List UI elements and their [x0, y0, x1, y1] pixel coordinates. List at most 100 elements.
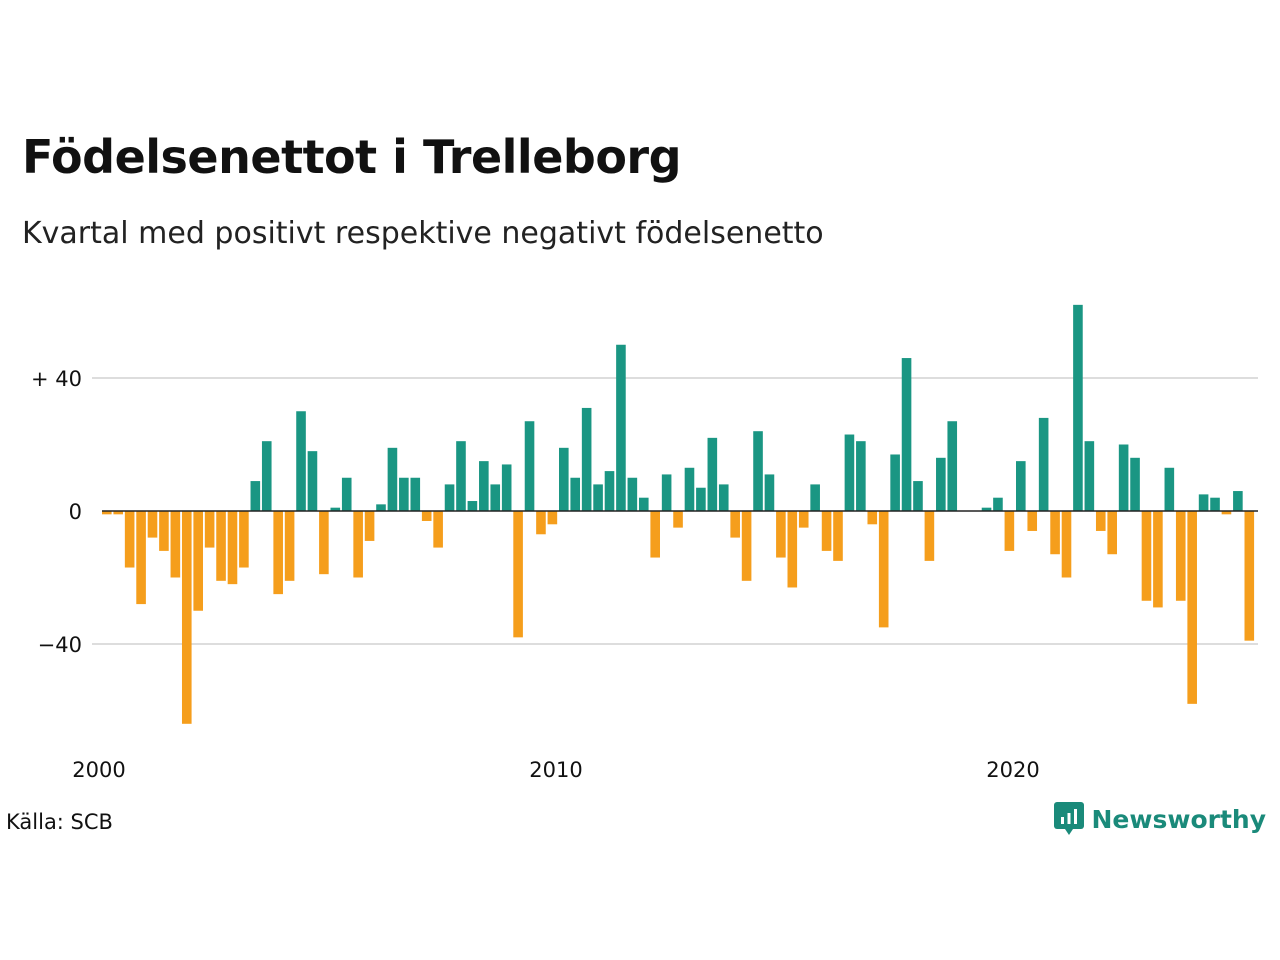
- bar-positive: [844, 434, 855, 511]
- bar-negative: [147, 511, 158, 538]
- bar-positive: [559, 447, 569, 511]
- bar-negative: [159, 511, 169, 551]
- bar-negative: [867, 511, 878, 525]
- bar-negative: [730, 511, 740, 538]
- bar-negative: [1175, 511, 1186, 601]
- bar-negative: [833, 511, 843, 561]
- bar-negative: [513, 511, 523, 638]
- bar-negative: [821, 511, 832, 551]
- bar-negative: [284, 511, 295, 581]
- bar-positive: [707, 437, 718, 511]
- y-tick-label: + 40: [31, 367, 82, 391]
- bar-positive: [718, 484, 729, 511]
- bar-positive: [684, 467, 695, 511]
- bar-positive: [593, 484, 603, 511]
- bar-negative: [1221, 511, 1232, 515]
- bar-positive: [947, 421, 958, 512]
- bar-positive: [376, 504, 386, 511]
- bar-positive: [1073, 304, 1083, 511]
- bar-positive: [399, 477, 409, 511]
- chart-title: Födelsenettot i Trelleborg: [22, 130, 682, 184]
- bar-negative: [1187, 511, 1197, 704]
- y-tick-label: −40: [38, 633, 82, 657]
- bar-positive: [341, 477, 352, 511]
- bar-positive: [1118, 444, 1129, 511]
- bar-negative: [433, 511, 443, 548]
- brand-name: Newsworthy: [1091, 804, 1267, 834]
- bar-negative: [1095, 511, 1106, 531]
- bar-negative: [787, 511, 798, 588]
- bar-negative: [1107, 511, 1117, 555]
- bar-negative: [1141, 511, 1152, 601]
- bar-negative: [193, 511, 203, 611]
- bar-positive: [387, 447, 398, 511]
- x-tick-label: 2010: [529, 758, 582, 782]
- y-tick-label: 0: [69, 500, 82, 524]
- bar-positive: [261, 441, 272, 512]
- bar-positive: [467, 501, 478, 511]
- bar-negative: [1004, 511, 1015, 551]
- bar-positive: [490, 484, 501, 511]
- bar-positive: [936, 457, 946, 511]
- bar-negative: [239, 511, 249, 568]
- bar-negative: [1050, 511, 1060, 555]
- bar-positive: [901, 358, 912, 511]
- bar-positive: [296, 411, 306, 511]
- bar-negative: [776, 511, 786, 558]
- bar-negative: [273, 511, 283, 595]
- bar-negative: [1027, 511, 1038, 531]
- bar-positive: [456, 441, 466, 512]
- bar-negative: [204, 511, 215, 548]
- bar-negative: [102, 511, 112, 515]
- x-tick-label: 2020: [986, 758, 1039, 782]
- bar-positive: [581, 407, 592, 512]
- bar-negative: [216, 511, 226, 581]
- bar-negative: [364, 511, 375, 541]
- bar-negative: [181, 511, 192, 724]
- bar-positive: [410, 477, 421, 511]
- bar-positive: [250, 481, 261, 511]
- bar-positive: [856, 441, 866, 512]
- bar-positive: [1038, 417, 1049, 511]
- bar-negative: [1061, 511, 1072, 578]
- bar-positive: [330, 507, 341, 512]
- bar-negative: [227, 511, 238, 585]
- bar-positive: [1016, 461, 1026, 512]
- bar-positive: [1198, 494, 1209, 512]
- bar-positive: [890, 454, 900, 512]
- bar-negative: [1244, 511, 1255, 641]
- bar-positive: [696, 487, 706, 512]
- bar-positive: [1210, 497, 1220, 511]
- bar-positive: [1130, 457, 1140, 511]
- bar-positive: [524, 421, 535, 512]
- bar-negative: [353, 511, 363, 578]
- bar-negative: [924, 511, 935, 561]
- bar-positive: [444, 484, 455, 511]
- bar-positive: [810, 484, 820, 511]
- bar-negative: [124, 511, 135, 568]
- bar-negative: [741, 511, 752, 581]
- bar-negative: [536, 511, 546, 535]
- brand-logo: Newsworthy: [1053, 802, 1267, 836]
- bar-positive: [1164, 467, 1175, 511]
- chart-subtitle: Kvartal med positivt respektive negativt…: [22, 216, 824, 251]
- bar-positive: [501, 464, 512, 511]
- bar-negative: [170, 511, 181, 578]
- source-label: Källa: SCB: [6, 810, 113, 834]
- bar-positive: [479, 461, 489, 512]
- bar-negative: [547, 511, 558, 525]
- bar-negative: [319, 511, 329, 575]
- bar-positive: [1233, 491, 1243, 511]
- bar-positive: [570, 477, 581, 511]
- bar-positive: [307, 451, 318, 511]
- bar-positive: [1084, 441, 1095, 512]
- bar-negative: [798, 511, 809, 528]
- bar-positive: [913, 481, 923, 511]
- bar-negative: [1153, 511, 1163, 608]
- bar-positive: [638, 497, 649, 511]
- bar-negative: [878, 511, 889, 628]
- bar-positive: [753, 431, 763, 511]
- x-tick-label: 2000: [72, 758, 125, 782]
- bar-positive: [993, 497, 1003, 511]
